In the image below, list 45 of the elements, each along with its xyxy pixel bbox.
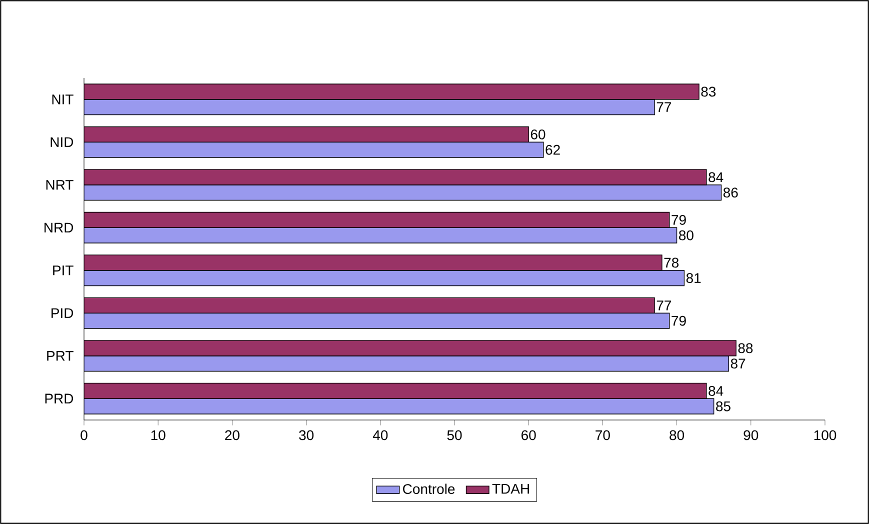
x-tick-label: 40: [372, 430, 388, 440]
x-tick-label: 50: [447, 430, 462, 440]
data-label: 84: [708, 172, 724, 182]
x-tick-label: 100: [814, 430, 836, 440]
data-label: 79: [672, 316, 686, 326]
data-label: 60: [530, 129, 546, 140]
bar: [84, 169, 707, 186]
data-label: 88: [738, 343, 753, 354]
y-tick-label: PID: [52, 308, 74, 318]
data-label: 77: [656, 102, 672, 112]
y-tick-label: NIT: [52, 94, 74, 104]
y-tick-label: PIT: [53, 266, 74, 276]
x-tick-label: 90: [744, 430, 758, 440]
x-tick-label: 10: [151, 430, 166, 440]
data-label: 83: [701, 86, 716, 97]
y-tick-label: NRD: [44, 222, 74, 232]
y-tick-label: PRD: [45, 394, 74, 404]
data-label: 79: [672, 214, 686, 225]
bar: [84, 126, 529, 142]
data-label: 87: [730, 358, 746, 369]
bar: [84, 297, 655, 314]
x-tick-label: 20: [225, 430, 240, 440]
x-tick-label: 70: [596, 430, 610, 440]
data-label: 77: [656, 300, 672, 310]
data-label: 85: [716, 401, 730, 412]
data-label: 78: [664, 258, 679, 268]
x-tick-label: 80: [670, 430, 684, 440]
x-tick-label: 0: [80, 430, 88, 440]
y-tick-label: NID: [50, 137, 74, 147]
bar: [84, 382, 707, 399]
y-tick-label: NRT: [46, 180, 74, 190]
bar: [84, 254, 662, 271]
legend-label: TDAH: [492, 484, 529, 494]
legend-label: Controle: [403, 484, 455, 494]
bar: [84, 340, 736, 356]
y-tick-label: PRT: [47, 351, 74, 361]
data-label: 80: [679, 230, 694, 240]
data-label: 81: [686, 273, 701, 284]
data-label: 84: [708, 386, 724, 396]
data-label: 62: [546, 144, 560, 155]
data-label: 86: [723, 188, 738, 198]
bar: [84, 212, 670, 228]
bar: [84, 84, 700, 100]
x-tick-label: 60: [522, 430, 536, 440]
x-tick-label: 30: [299, 430, 314, 440]
